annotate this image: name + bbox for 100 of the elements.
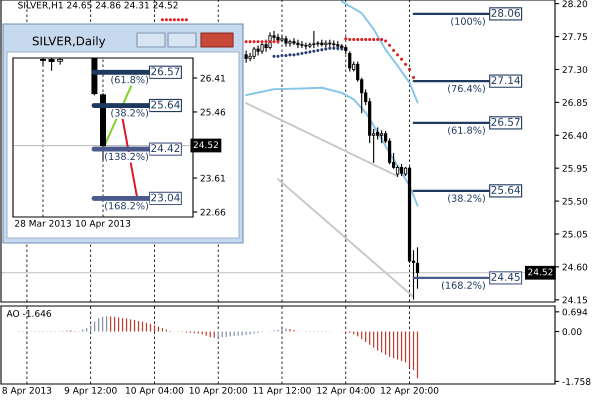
candlestick [264,40,268,52]
point [320,48,324,52]
point [184,18,188,22]
ref-line-label: 27.14 [492,76,520,84]
point [264,40,268,44]
y-tick-label: 22.66 [200,208,226,216]
point [408,68,412,72]
ref-line-label: 25.64 [492,186,520,194]
point [380,38,384,42]
annotation: (100%) [451,17,485,26]
annotation: (38.2%) [448,194,485,203]
y-tick-label: 27.30 [562,66,588,74]
y-tick-label: 26.85 [562,99,587,106]
point [304,51,308,54]
point [312,50,316,53]
x-tick-label: 12 Apr 20:00 [381,386,438,396]
point [272,54,276,58]
point [288,53,292,56]
point [300,52,304,55]
point [280,54,284,58]
point [308,50,312,54]
x-tick-label: 8 Apr 2013 [2,386,52,396]
annotation: (61.8%) [111,76,148,84]
ref-line-label: 26.57 [492,118,520,126]
candlestick [400,164,404,176]
annotation: 24.52 [528,268,552,276]
annotation: (38.2%) [111,109,148,118]
point [336,46,340,50]
point [364,38,368,42]
point [252,40,256,44]
point [176,18,180,22]
y-tick-label: 0.00 [562,328,582,336]
point [164,18,168,22]
y-tick-label: 26.41 [200,74,225,82]
x-tick-label: 9 Apr 12:00 [64,386,117,396]
ref-line-label: 28.06 [492,9,520,17]
y-tick-label: 25.46 [200,108,226,116]
y-tick-label: 24.60 [562,264,588,270]
point [324,47,328,51]
ref-line-label: 24.45 [492,273,520,281]
point [412,76,416,80]
point [384,39,388,42]
y-tick-label: 0.694 [562,308,588,316]
candlestick [416,247,420,289]
point [392,48,396,52]
point [276,40,280,44]
point [276,54,280,58]
point [404,62,408,66]
candlestick [396,165,400,177]
ref-line-label: 23.04 [151,194,180,202]
y-tick-label: 25.05 [562,230,587,238]
point [372,38,376,42]
point [292,53,296,56]
y-tick-label: 26.40 [562,132,588,139]
point [296,52,300,56]
x-tick-label: 10 Apr 04:00 [126,386,184,396]
line-series [340,0,418,104]
y-tick-label: 27.75 [562,33,587,40]
annotation: (61.8%) [448,126,485,135]
point [368,38,372,42]
chart-title: SILVER,H1 24.65 24.86 24.31 24.52 [18,2,178,10]
point [356,38,360,42]
point [396,53,400,56]
point [284,54,288,58]
y-tick-label: 25.50 [562,198,588,205]
point [400,58,404,61]
y-tick-label: 23.61 [200,174,225,182]
candlestick [312,30,316,48]
point [388,44,392,47]
point [172,18,176,22]
point [180,18,184,22]
x-tick-label: 28 Mar 2013 [15,220,71,227]
annotation: 24.52 [194,141,218,148]
point [332,46,336,50]
y-tick-label: 25.95 [562,164,587,172]
point [316,48,320,52]
chart-title: AO -1.646 [6,310,52,317]
x-tick-label: 11 Apr 12:00 [254,386,311,396]
ref-line-label: 26.57 [151,67,180,76]
x-tick-label: 12 Apr 04:00 [317,386,375,396]
annotation: (168.2%) [442,281,485,290]
point [160,18,164,22]
ref-line-label: 25.64 [151,100,180,109]
point [328,46,332,50]
y-tick-label: -1.758 [562,378,590,385]
point [376,38,380,42]
y-tick-label: 24.15 [562,296,587,304]
point [256,40,260,44]
point [348,38,352,42]
point [168,18,172,22]
annotation: (168.2%) [105,202,148,211]
x-tick-label: 10 Apr 20:00 [190,386,248,396]
point [360,38,364,42]
chart-title: SILVER,Daily [32,36,106,48]
point [260,40,264,44]
point [268,40,272,44]
point [352,38,356,42]
point [272,40,276,44]
candlestick [244,50,248,63]
point [344,37,348,40]
